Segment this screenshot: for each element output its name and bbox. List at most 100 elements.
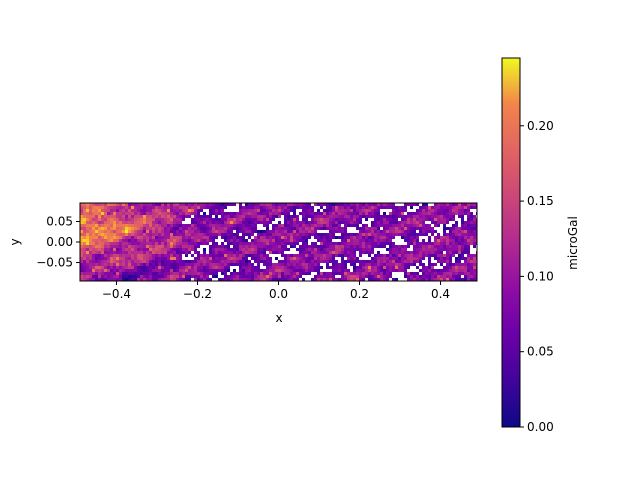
heatmap-cell xyxy=(143,239,146,242)
heatmap-cell xyxy=(392,218,395,221)
heatmap-cell xyxy=(341,251,344,254)
heatmap-cell xyxy=(230,215,233,218)
heatmap-cell xyxy=(134,239,137,242)
heatmap-cell xyxy=(338,269,341,272)
heatmap-cell xyxy=(239,266,242,269)
heatmap-cell xyxy=(401,236,404,239)
heatmap-cell xyxy=(167,248,170,251)
heatmap-cell xyxy=(308,230,311,233)
heatmap-cell xyxy=(206,242,209,245)
heatmap-cell xyxy=(149,239,152,242)
heatmap-cell xyxy=(353,239,356,242)
heatmap-cell xyxy=(287,236,290,239)
heatmap-cell xyxy=(221,254,224,257)
heatmap-cell xyxy=(125,266,128,269)
heatmap-cell xyxy=(365,224,368,227)
heatmap-cell xyxy=(254,272,257,275)
heatmap-cell xyxy=(470,257,473,260)
heatmap-cell xyxy=(254,203,257,206)
heatmap-cell xyxy=(290,272,293,275)
heatmap-cell xyxy=(332,236,335,239)
heatmap-cell xyxy=(299,275,302,278)
heatmap-cell xyxy=(236,260,239,263)
heatmap-cell xyxy=(167,221,170,224)
heatmap-cell xyxy=(161,221,164,224)
heatmap-cell xyxy=(272,206,275,209)
heatmap-cell xyxy=(134,209,137,212)
heatmap-cell xyxy=(185,233,188,236)
heatmap-cell xyxy=(209,209,212,212)
heatmap-cell xyxy=(128,245,131,248)
heatmap-cell xyxy=(338,221,341,224)
heatmap-cell xyxy=(122,239,125,242)
heatmap-cell xyxy=(272,251,275,254)
heatmap-cell xyxy=(305,272,308,275)
heatmap-cell xyxy=(197,239,200,242)
heatmap-cell xyxy=(347,215,350,218)
heatmap-cell xyxy=(242,227,245,230)
heatmap-cell xyxy=(194,251,197,254)
heatmap-cell xyxy=(128,218,131,221)
heatmap-cell xyxy=(290,245,293,248)
heatmap-cell xyxy=(149,275,152,278)
heatmap-cell xyxy=(239,221,242,224)
heatmap-cell xyxy=(389,254,392,257)
heatmap-cell xyxy=(344,203,347,206)
heatmap-cell xyxy=(206,266,209,269)
heatmap-cell xyxy=(92,224,95,227)
heatmap-cell xyxy=(293,230,296,233)
heatmap-cell xyxy=(92,263,95,266)
heatmap-cell xyxy=(155,239,158,242)
heatmap-cell xyxy=(137,263,140,266)
heatmap-cell xyxy=(386,254,389,257)
heatmap-cell xyxy=(215,269,218,272)
heatmap-cell xyxy=(245,251,248,254)
heatmap-cell xyxy=(305,269,308,272)
heatmap-cell xyxy=(368,260,371,263)
heatmap-cell xyxy=(389,227,392,230)
heatmap-cell xyxy=(467,233,470,236)
heatmap-cell xyxy=(149,266,152,269)
heatmap-cell xyxy=(143,221,146,224)
heatmap-cell xyxy=(410,257,413,260)
heatmap-cell xyxy=(161,215,164,218)
heatmap-cell xyxy=(176,245,179,248)
heatmap-cell xyxy=(170,245,173,248)
heatmap-cell xyxy=(122,269,125,272)
heatmap-cell xyxy=(92,209,95,212)
heatmap-cell xyxy=(113,269,116,272)
heatmap-cell xyxy=(350,257,353,260)
heatmap-cell xyxy=(464,248,467,251)
heatmap-cell xyxy=(305,209,308,212)
heatmap-cell xyxy=(269,242,272,245)
heatmap-cell xyxy=(104,215,107,218)
heatmap-cell xyxy=(107,242,110,245)
heatmap-cell xyxy=(362,245,365,248)
heatmap-cell xyxy=(242,257,245,260)
heatmap-cell xyxy=(425,254,428,257)
heatmap-cell xyxy=(452,245,455,248)
heatmap-cell xyxy=(452,227,455,230)
heatmap-cell xyxy=(320,203,323,206)
heatmap-cell xyxy=(389,266,392,269)
heatmap-cell xyxy=(158,212,161,215)
heatmap-cell xyxy=(248,209,251,212)
heatmap-cell xyxy=(440,275,443,278)
heatmap-cell xyxy=(371,251,374,254)
heatmap-cell xyxy=(353,224,356,227)
heatmap-cell xyxy=(365,215,368,218)
heatmap-cell xyxy=(272,209,275,212)
heatmap-cell xyxy=(197,257,200,260)
heatmap-cell xyxy=(86,272,89,275)
heatmap-cell xyxy=(104,203,107,206)
heatmap-cell xyxy=(158,275,161,278)
heatmap-cell xyxy=(470,221,473,224)
heatmap-cell xyxy=(152,269,155,272)
heatmap-cell xyxy=(335,248,338,251)
heatmap-cell xyxy=(137,221,140,224)
heatmap-cell xyxy=(173,227,176,230)
heatmap-cell xyxy=(170,212,173,215)
heatmap-cell xyxy=(446,209,449,212)
heatmap-cell xyxy=(251,257,254,260)
heatmap-cell xyxy=(311,215,314,218)
